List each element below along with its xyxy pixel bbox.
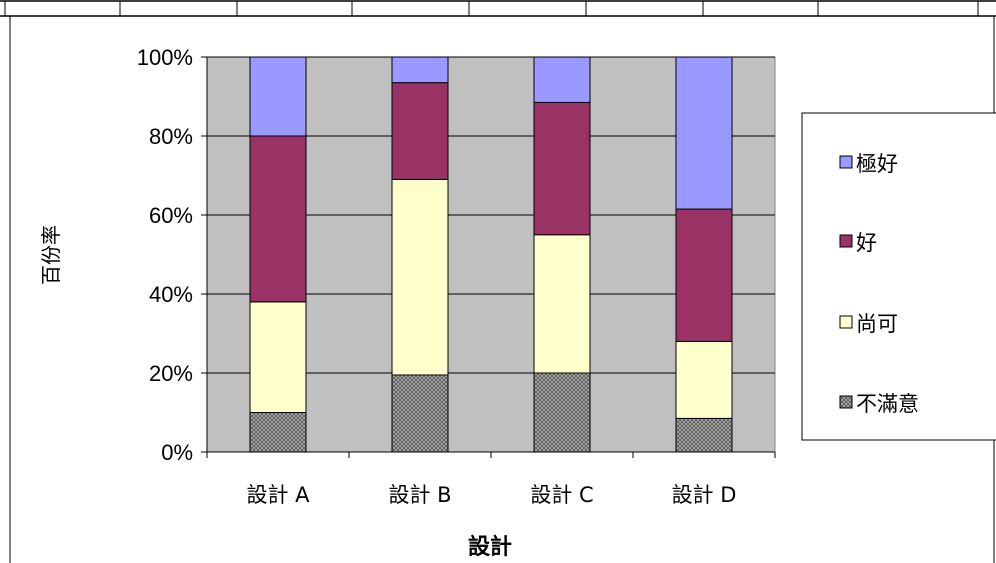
- y-tick-label: 20%: [149, 361, 193, 386]
- y-axis: 0% 20% 40% 60% 80% 100%: [137, 45, 208, 465]
- y-tick-label: 0%: [161, 440, 193, 465]
- bar-segment: [391, 82, 449, 180]
- top-border-strip: [0, 0, 996, 17]
- x-axis-title: 設計: [468, 534, 512, 560]
- y-tick-label: 60%: [149, 203, 193, 228]
- bar-segment: [533, 101, 591, 236]
- y-tick-label: 40%: [149, 282, 193, 307]
- bar-segment: [249, 135, 307, 303]
- legend-label: 尚可: [856, 312, 898, 336]
- bar-segment: [675, 417, 733, 453]
- y-axis-title: 百份率: [39, 225, 63, 285]
- legend-swatch: [839, 315, 853, 329]
- bar-segment: [249, 56, 307, 137]
- bar-segment: [675, 56, 733, 210]
- legend-label: 好: [856, 231, 877, 255]
- bar-segment: [391, 56, 449, 84]
- legend-swatch: [839, 155, 853, 169]
- x-tick-label: 設計 B: [388, 483, 451, 507]
- bars-layer: [249, 56, 733, 453]
- x-tick-label: 設計 A: [246, 483, 310, 507]
- legend-label: 不滿意: [856, 392, 919, 416]
- bar-segment: [391, 374, 449, 453]
- bar-segment: [533, 234, 591, 374]
- legend-swatch: [839, 395, 853, 409]
- y-tick-label: 80%: [149, 124, 193, 149]
- bar-segment: [533, 372, 591, 453]
- x-tick-label: 設計 D: [672, 483, 737, 507]
- bar-segment: [249, 301, 307, 413]
- y-tick-label: 100%: [137, 45, 193, 70]
- bar-segment: [533, 56, 591, 103]
- bar-segment: [675, 208, 733, 342]
- x-axis: 設計 A 設計 B 設計 C 設計 D: [206, 451, 776, 507]
- legend-swatch: [839, 234, 853, 248]
- bar-segment: [391, 178, 449, 376]
- legend-box: [801, 112, 996, 441]
- x-tick-label: 設計 C: [530, 483, 593, 507]
- bar-segment: [249, 412, 307, 453]
- bar-segment: [675, 340, 733, 419]
- legend-label: 極好: [856, 152, 898, 176]
